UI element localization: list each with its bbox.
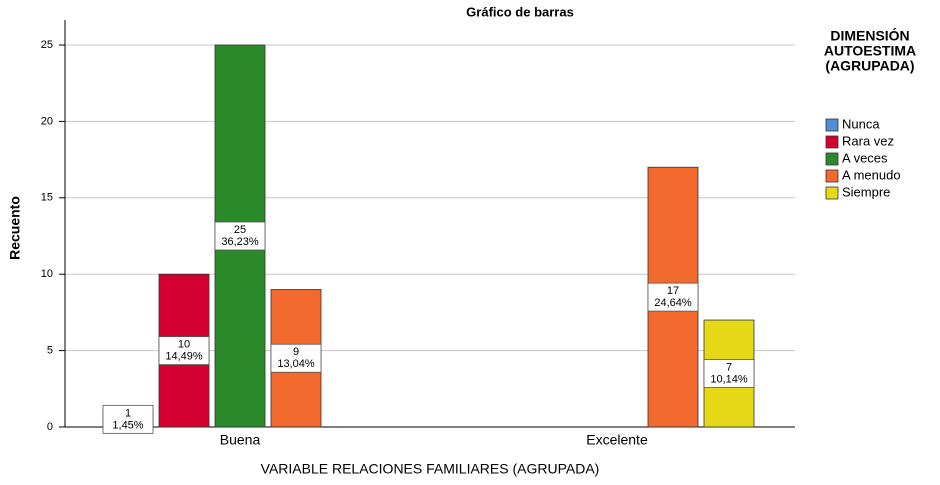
x-axis-label: VARIABLE RELACIONES FAMILIARES (AGRUPADA… bbox=[261, 461, 600, 477]
legend-label: Nunca bbox=[842, 116, 880, 131]
percent-label: 1,45% bbox=[112, 419, 143, 431]
legend-label: Rara vez bbox=[842, 133, 894, 148]
percent-label: 24,64% bbox=[654, 297, 692, 309]
y-tick-label: 0 bbox=[47, 421, 53, 433]
count-label: 1 bbox=[125, 407, 131, 419]
chart-title: Gráfico de barras bbox=[466, 4, 574, 19]
data-label: 710,14% bbox=[703, 359, 755, 388]
y-tick-label: 20 bbox=[41, 115, 53, 127]
legend-title: DIMENSIÓN bbox=[830, 27, 909, 44]
legend-title: (AGRUPADA) bbox=[825, 58, 914, 74]
percent-label: 13,04% bbox=[277, 358, 315, 370]
y-tick-label: 10 bbox=[41, 268, 53, 280]
percent-label: 10,14% bbox=[710, 373, 748, 385]
count-label: 9 bbox=[293, 346, 299, 358]
legend-swatch bbox=[825, 169, 839, 183]
legend-swatch bbox=[825, 118, 839, 132]
label-box bbox=[703, 359, 755, 388]
legend-label: A menudo bbox=[842, 167, 901, 182]
count-label: 7 bbox=[726, 361, 732, 373]
label-box bbox=[270, 343, 322, 373]
count-label: 25 bbox=[234, 224, 246, 236]
legend-swatch bbox=[825, 135, 839, 149]
percent-label: 14,49% bbox=[165, 351, 203, 363]
legend-label: A veces bbox=[842, 150, 888, 165]
x-tick-label: Buena bbox=[220, 432, 261, 448]
legend-title: AUTOESTIMA bbox=[824, 43, 916, 59]
count-label: 10 bbox=[178, 339, 190, 351]
y-axis-label: Recuento bbox=[7, 196, 23, 260]
x-tick-label: Excelente bbox=[586, 432, 648, 448]
legend-label: Siempre bbox=[842, 184, 890, 199]
data-label: 913,04% bbox=[270, 343, 322, 373]
label-box bbox=[214, 221, 266, 251]
label-box bbox=[158, 336, 210, 366]
legend-swatch bbox=[825, 152, 839, 166]
y-tick-label: 5 bbox=[47, 345, 53, 357]
count-label: 17 bbox=[667, 285, 679, 297]
label-box bbox=[102, 404, 154, 434]
y-tick-label: 15 bbox=[41, 192, 53, 204]
percent-label: 36,23% bbox=[221, 236, 259, 248]
label-box bbox=[647, 282, 699, 312]
legend-swatch bbox=[825, 186, 839, 200]
y-tick-label: 25 bbox=[41, 39, 53, 51]
data-label: 11,45% bbox=[102, 404, 154, 434]
